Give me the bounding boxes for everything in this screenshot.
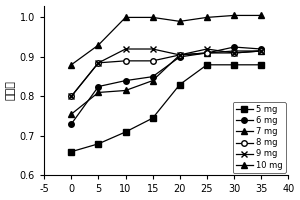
8 mg [205,52,209,54]
8 mg [70,95,73,98]
9 mg [178,54,181,56]
10 mg [178,20,181,23]
6 mg [205,52,209,54]
9 mg [205,48,209,50]
5 mg [178,83,181,86]
5 mg [232,64,236,66]
7 mg [124,89,127,92]
7 mg [151,79,154,82]
Y-axis label: 去除率: 去除率 [6,81,16,100]
5 mg [151,117,154,119]
10 mg [97,44,100,46]
Line: 10 mg: 10 mg [68,12,265,68]
9 mg [151,48,154,50]
8 mg [97,62,100,64]
10 mg [124,16,127,19]
6 mg [260,48,263,50]
Line: 7 mg: 7 mg [68,48,264,117]
8 mg [232,52,236,54]
7 mg [232,50,236,52]
7 mg [70,113,73,115]
8 mg [124,60,127,62]
8 mg [260,50,263,52]
9 mg [232,52,236,54]
6 mg [97,85,100,88]
9 mg [97,62,100,64]
Legend: 5 mg, 6 mg, 7 mg, 8 mg, 9 mg, 10 mg: 5 mg, 6 mg, 7 mg, 8 mg, 9 mg, 10 mg [232,102,286,173]
5 mg [70,151,73,153]
7 mg [205,52,209,54]
7 mg [97,91,100,94]
5 mg [205,64,209,66]
6 mg [151,75,154,78]
10 mg [70,64,73,66]
7 mg [260,50,263,52]
7 mg [178,54,181,56]
6 mg [232,46,236,48]
9 mg [70,95,73,98]
8 mg [178,54,181,56]
Line: 8 mg: 8 mg [68,48,264,99]
6 mg [70,123,73,125]
10 mg [151,16,154,19]
5 mg [260,64,263,66]
10 mg [260,14,263,17]
Line: 5 mg: 5 mg [68,62,264,154]
10 mg [205,16,209,19]
5 mg [124,131,127,133]
9 mg [260,50,263,52]
Line: 6 mg: 6 mg [68,44,264,127]
5 mg [97,143,100,145]
9 mg [124,48,127,50]
6 mg [178,56,181,58]
Line: 9 mg: 9 mg [68,46,265,100]
8 mg [151,60,154,62]
6 mg [124,79,127,82]
10 mg [232,14,236,17]
